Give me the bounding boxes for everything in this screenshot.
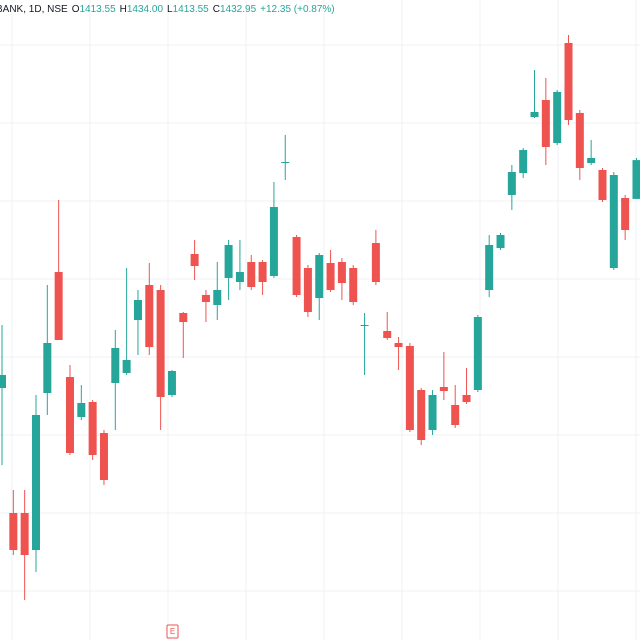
candle-body [235, 272, 244, 282]
candle-body [31, 415, 40, 550]
candle-body [292, 237, 301, 295]
candle-body [43, 343, 52, 393]
candle-body [371, 243, 380, 282]
candle-body [281, 162, 290, 163]
candle-body [88, 402, 97, 455]
candle-body [394, 343, 403, 347]
field-key: L [167, 4, 173, 15]
candle-body [213, 290, 222, 305]
candle-body [20, 513, 29, 555]
candle-body [564, 43, 573, 120]
candle-body [507, 172, 516, 195]
candle-body [201, 295, 210, 302]
candle-body [428, 395, 437, 430]
candles [0, 35, 640, 600]
legend-header: BANK, 1D, NSE O1413.55 H1434.00 L1413.55 C14… [0, 4, 335, 15]
candle-body [575, 113, 584, 168]
candle-body [122, 360, 131, 373]
candle-body [99, 433, 108, 480]
candle-body [111, 348, 120, 383]
symbol: BANK, 1D, NSE [0, 4, 68, 15]
field-value: 1432.95 [220, 4, 257, 15]
change: +12.35 (+0.87%) [260, 4, 335, 15]
candle-body [417, 390, 426, 440]
candle-body [519, 150, 528, 173]
candle-body [632, 160, 640, 199]
candle-body [133, 300, 142, 320]
field-key: O [72, 4, 80, 15]
candle-body [383, 331, 392, 338]
candle-body [315, 255, 324, 298]
candle-body [303, 268, 312, 312]
candle-body [473, 317, 482, 390]
candle-body [190, 254, 199, 266]
candle-body [609, 175, 618, 268]
candle-body [179, 313, 188, 322]
candle-body [326, 263, 335, 290]
candle-body [451, 405, 460, 425]
candle-body [156, 290, 165, 397]
candle-body [530, 112, 539, 117]
candle-body [485, 245, 494, 290]
candle-body [77, 403, 86, 417]
candle-body [496, 235, 505, 248]
candle-body [360, 325, 369, 326]
field-value: 1413.55 [173, 4, 210, 15]
candle-body [224, 245, 233, 278]
candle-body [553, 92, 562, 143]
candle-body [269, 207, 278, 276]
field-key: H [120, 4, 127, 15]
candle-body [54, 272, 63, 340]
candle-body [247, 262, 256, 287]
candle-body [587, 158, 596, 163]
field-key: C [213, 4, 220, 15]
candle-body [0, 375, 6, 388]
candle-body [439, 387, 448, 391]
candle-body [145, 285, 154, 347]
candle-body [349, 268, 358, 302]
candle-body [541, 100, 550, 147]
candle-body [337, 262, 346, 283]
event-marker[interactable]: E [166, 624, 179, 639]
candle-body [621, 198, 630, 230]
candle-body [258, 262, 267, 282]
candle-body [167, 371, 176, 395]
event-label[interactable]: E [170, 627, 175, 636]
event-box[interactable] [166, 624, 179, 639]
field-value: 1413.55 [79, 4, 116, 15]
candle-body [9, 513, 18, 550]
candle-body [405, 346, 414, 430]
candle-body [598, 170, 607, 200]
candle-body [65, 377, 74, 453]
field-value: 1434.00 [127, 4, 164, 15]
candle-body [462, 395, 471, 402]
